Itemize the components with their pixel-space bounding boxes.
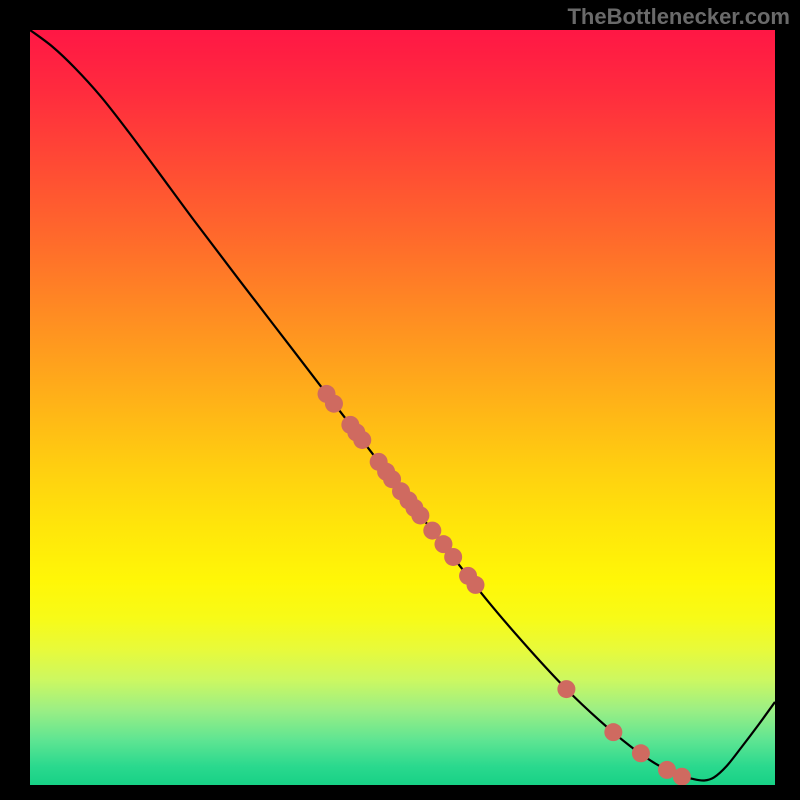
- figure-container: TheBottlenecker.com: [0, 0, 800, 800]
- data-marker: [325, 395, 343, 413]
- heatmap-background: [30, 30, 775, 785]
- data-marker: [411, 506, 429, 524]
- chart-svg: [30, 30, 775, 785]
- data-marker: [444, 548, 462, 566]
- data-marker: [604, 723, 622, 741]
- plot-area: [30, 30, 775, 785]
- data-marker: [353, 431, 371, 449]
- watermark-text: TheBottlenecker.com: [567, 4, 790, 30]
- data-marker: [467, 576, 485, 594]
- data-marker: [632, 744, 650, 762]
- data-marker: [557, 680, 575, 698]
- data-marker: [673, 768, 691, 785]
